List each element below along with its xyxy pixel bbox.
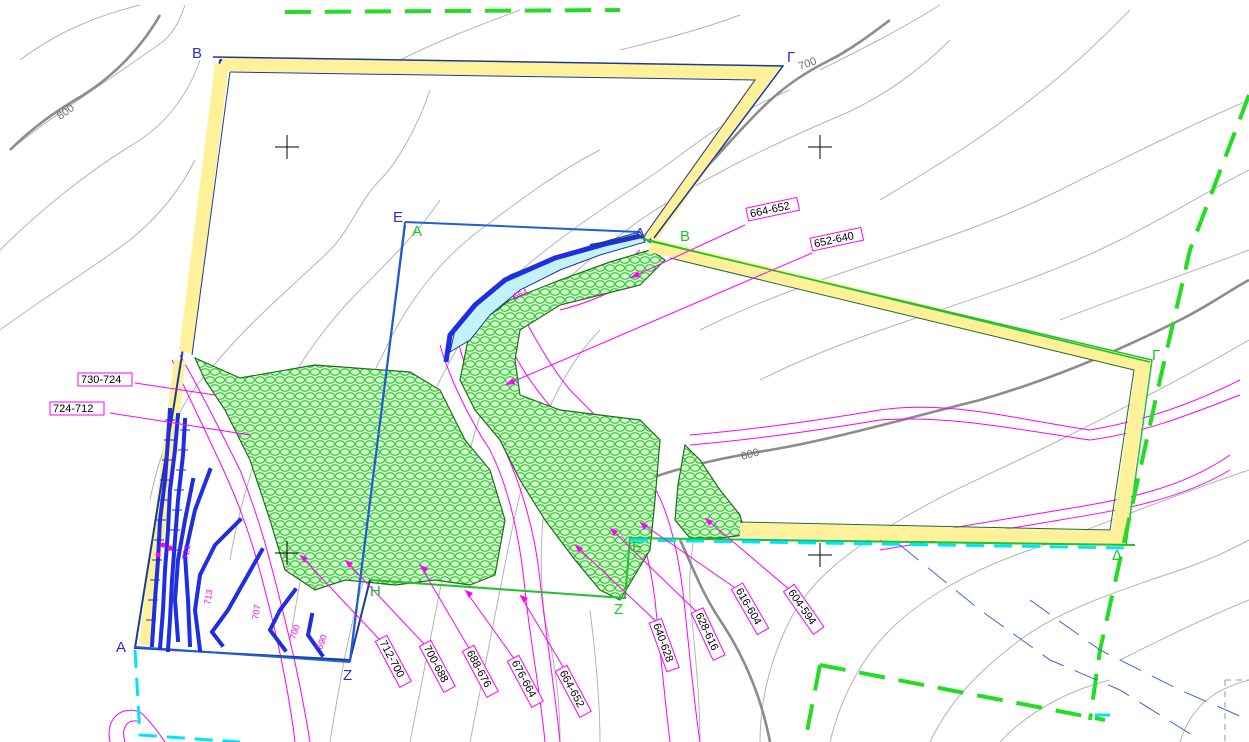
vertex-label-Z: Z xyxy=(343,667,352,684)
vertex-label-E: E xyxy=(393,209,403,226)
range-label-640-628: 640-628 xyxy=(650,622,675,664)
spot-height-700: 700 xyxy=(287,623,302,641)
vertex-label-green-Delta: Δ xyxy=(1112,547,1122,564)
deposit-area-southeast xyxy=(674,443,746,539)
vertex-label-B: B xyxy=(192,45,202,62)
vertex-labels-blue: B Γ E Δ A Z xyxy=(116,45,795,684)
deposit-area-east xyxy=(459,249,666,601)
contour-label-800: 800 xyxy=(55,102,77,122)
retaining-wall-ticks xyxy=(146,419,190,621)
plot-north-outline-inner xyxy=(229,71,756,236)
basin-edge xyxy=(443,233,641,363)
vertex-label-green-E: E xyxy=(632,539,642,556)
range-label-664-652-top: 664-652 xyxy=(749,200,791,220)
index-contours xyxy=(9,14,1249,742)
range-label-652-640: 652-640 xyxy=(813,230,855,250)
vertex-label-green-B: B xyxy=(680,228,690,245)
contour-label-600: 600 xyxy=(740,447,761,463)
leader-arrowheads xyxy=(300,271,713,603)
vertex-label-A: A xyxy=(116,639,126,656)
grey-dashed-lines xyxy=(1224,679,1249,742)
spot-height-707: 707 xyxy=(250,604,262,621)
vertex-label-green-A: A xyxy=(412,223,422,240)
vertex-label-Delta: Δ xyxy=(635,225,645,242)
cyan-dashed-boundary xyxy=(133,538,1131,742)
plot-north-outline-west-inner xyxy=(191,71,231,356)
deposit-area-west xyxy=(193,356,506,591)
range-label-724-712: 724-712 xyxy=(53,403,93,415)
plot-north-band-west xyxy=(179,63,229,353)
range-label-676-664: 676-664 xyxy=(509,658,539,699)
spot-height-690: 690 xyxy=(314,633,329,651)
range-label-688-676: 688-676 xyxy=(464,648,494,689)
contour-label-700: 700 xyxy=(797,55,818,73)
spot-height-721: 721 xyxy=(180,544,192,561)
range-label-730-724: 730-724 xyxy=(81,374,121,386)
blue-dashed-lines xyxy=(899,544,1249,741)
leader-lines xyxy=(109,224,813,671)
spot-height-markers xyxy=(155,542,173,558)
vertex-label-green-Gamma: Γ xyxy=(1152,347,1160,364)
deposit-areas xyxy=(193,249,746,601)
plot-north-outline-outer xyxy=(212,56,785,239)
vertex-label-green-H: H xyxy=(370,583,381,600)
blue-boundary-lines xyxy=(134,221,641,663)
plot-north-band xyxy=(221,57,781,243)
plot-east-band xyxy=(648,238,1151,546)
vertex-labels-green: A B Γ Δ E Z H xyxy=(370,223,1160,618)
range-label-604-594: 604-594 xyxy=(785,587,818,627)
vertex-label-Gamma: Γ xyxy=(787,49,795,66)
spot-height-713: 713 xyxy=(202,589,214,606)
plot-east-outline-inner xyxy=(669,257,1135,531)
grid-crosses xyxy=(275,135,832,567)
green-boundary-lines xyxy=(369,237,1151,600)
range-label-664-652-bottom: 664-652 xyxy=(557,668,587,709)
range-label-712-700: 712-700 xyxy=(377,638,407,679)
vertex-label-green-Z: Z xyxy=(614,601,623,618)
